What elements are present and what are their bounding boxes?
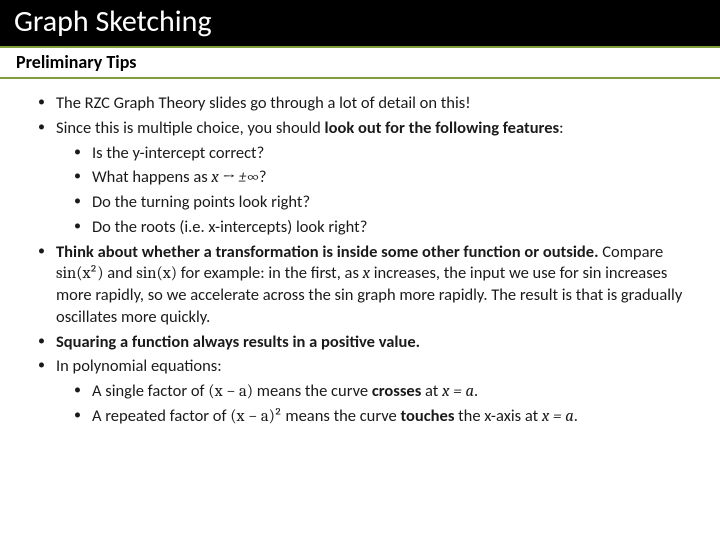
b5s2-m1: (x − a)² — [230, 407, 281, 426]
bullet-list: The RZC Graph Theory slides go through a… — [38, 93, 698, 428]
b5s2-a: A repeated factor of — [92, 406, 230, 426]
b5s2-b: means the curve — [282, 406, 401, 426]
bullet-2-sub-2-math: x → ±∞ — [211, 168, 258, 187]
bullet-5-sublist: A single factor of (x − a) means the cur… — [74, 381, 698, 428]
bullet-3: Think about whether a transformation is … — [38, 242, 698, 329]
bullet-2-sub-4-text: Do the roots (i.e. x-intercepts) look ri… — [92, 217, 367, 237]
bullet-2-sub-1-text: Is the y-intercept correct? — [92, 143, 264, 163]
b5s1-c: crosses — [372, 381, 422, 401]
bullet-2-sub-3: Do the turning points look right? — [74, 192, 698, 214]
bullet-2: Since this is multiple choice, you shoul… — [38, 118, 698, 239]
bullet-5-sub-1: A single factor of (x − a) means the cur… — [74, 381, 698, 403]
bullet-5-text: In polynomial equations: — [56, 356, 222, 376]
bullet-2-text-c: : — [559, 118, 563, 138]
b5s2-c: touches — [400, 406, 454, 426]
bullet-2-sub-4: Do the roots (i.e. x-intercepts) look ri… — [74, 217, 698, 239]
bullet-2-sub-2: What happens as x → ±∞? — [74, 167, 698, 189]
bullet-1: The RZC Graph Theory slides go through a… — [38, 93, 698, 115]
bullet-2-sub-3-text: Do the turning points look right? — [92, 192, 310, 212]
slide: { "colors": { "title_bg": "#000000", "ti… — [0, 0, 720, 540]
bullet-3-bold: Think about whether a transformation is … — [56, 242, 598, 262]
bullet-3-m1: sin(x²) — [56, 264, 104, 283]
bullet-3-m2: sin(x) — [136, 264, 177, 283]
b5s1-m2: x = a — [442, 382, 474, 401]
bullet-2-text-a: Since this is multiple choice, you shoul… — [56, 118, 325, 138]
bullet-4: Squaring a function always results in a … — [38, 332, 698, 354]
b5s2-m2: x = a — [542, 407, 574, 426]
b5s1-e: . — [474, 381, 478, 401]
bullet-1-text: The RZC Graph Theory slides go through a… — [56, 93, 471, 113]
bullet-3-m3: x — [363, 264, 370, 283]
b5s2-d: the x-axis at — [454, 406, 541, 426]
bullet-2-sub-2-c: ? — [259, 167, 267, 187]
subtitle-bar: Preliminary Tips — [0, 46, 720, 79]
b5s2-e: . — [574, 406, 578, 426]
bullet-2-text-b: look out for the following features — [325, 118, 560, 138]
bullet-2-sublist: Is the y-intercept correct? What happens… — [74, 143, 698, 239]
bullet-5: In polynomial equations: A single factor… — [38, 356, 698, 427]
b5s1-d: at — [421, 381, 442, 401]
content-area: The RZC Graph Theory slides go through a… — [0, 79, 720, 428]
bullet-2-sub-2-a: What happens as — [92, 167, 211, 187]
b5s1-b: means the curve — [253, 381, 372, 401]
bullet-2-sub-1: Is the y-intercept correct? — [74, 143, 698, 165]
b5s1-a: A single factor of — [92, 381, 208, 401]
bullet-3-c: and — [104, 263, 137, 283]
slide-title: Graph Sketching — [14, 3, 212, 40]
slide-subtitle: Preliminary Tips — [16, 51, 136, 73]
bullet-5-sub-2: A repeated factor of (x − a)² means the … — [74, 406, 698, 428]
bullet-3-b: Compare — [598, 242, 663, 262]
bullet-3-d: for example: in the first, as — [177, 263, 363, 283]
b5s1-m1: (x − a) — [208, 382, 253, 401]
bullet-4-text: Squaring a function always results in a … — [56, 332, 420, 352]
title-bar: Graph Sketching — [0, 0, 720, 46]
